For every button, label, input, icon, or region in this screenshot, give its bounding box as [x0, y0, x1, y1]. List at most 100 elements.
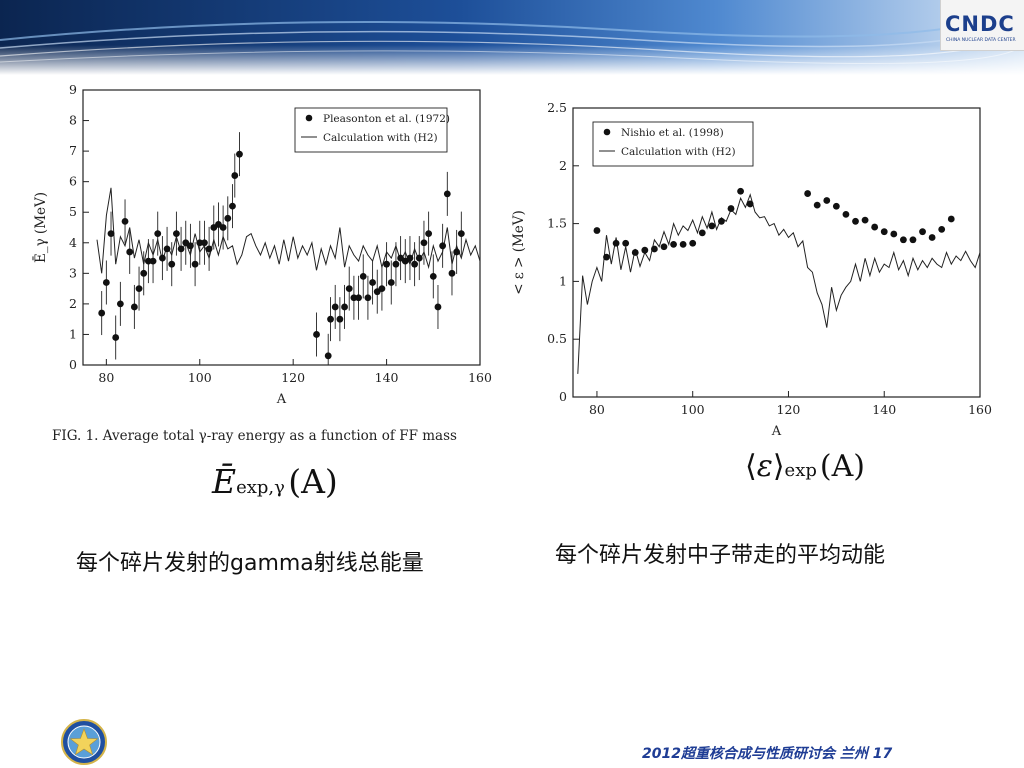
data-point	[727, 205, 735, 212]
data-point	[842, 210, 850, 218]
data-point	[813, 201, 821, 209]
calculation-line	[577, 193, 981, 374]
data-point	[168, 260, 176, 268]
data-point	[159, 254, 166, 262]
y-tick-label: 8	[69, 113, 77, 128]
data-point	[224, 214, 232, 222]
legend-marker	[305, 114, 313, 122]
y-tick-label: 2.5	[547, 100, 567, 115]
data-point	[689, 239, 697, 247]
data-point	[98, 309, 106, 317]
x-tick-label: 160	[968, 402, 992, 417]
formula-arg: (A)	[819, 449, 865, 484]
x-tick-label: 80	[98, 370, 114, 385]
data-point	[140, 269, 148, 277]
data-point	[448, 269, 456, 277]
data-point	[593, 227, 601, 234]
data-point	[928, 234, 936, 241]
y-tick-label: 4	[69, 235, 77, 250]
data-point	[425, 230, 433, 238]
y-axis-label: < ε > (MeV)	[511, 210, 527, 295]
data-point	[135, 285, 143, 293]
formula-symbol: ε	[756, 449, 773, 484]
x-axis-label: A	[771, 424, 782, 439]
data-point	[173, 230, 180, 238]
y-tick-label: 2	[69, 296, 77, 311]
data-point	[439, 242, 447, 250]
gamma-energy-chart: 80 100 120 140 160 0 1 2 3 4 5 6 7 8 9 A Ē_γ (MeV) Pleaso…	[33, 82, 492, 407]
x-axis-label: A	[276, 392, 287, 407]
y-axis-label: Ē_γ (MeV)	[33, 192, 49, 263]
data-point	[708, 222, 716, 230]
x-tick-label: 100	[681, 402, 705, 417]
data-point	[121, 217, 129, 225]
data-point	[434, 303, 442, 311]
data-point	[191, 260, 199, 268]
data-point	[163, 245, 171, 253]
data-point	[126, 248, 134, 256]
data-point	[130, 303, 138, 311]
data-point	[919, 228, 926, 236]
data-point	[698, 229, 706, 237]
data-point	[679, 241, 687, 248]
data-point	[457, 230, 465, 238]
formula-main: Ē	[212, 462, 237, 501]
data-point	[383, 260, 390, 268]
data-point	[336, 315, 344, 323]
data-point	[415, 254, 423, 262]
data-point	[359, 272, 367, 280]
data-point	[331, 303, 339, 311]
data-point	[387, 279, 395, 286]
data-point	[345, 285, 353, 293]
data-point	[392, 260, 400, 268]
data-point	[107, 230, 115, 238]
data-point	[149, 257, 157, 265]
y-tick-label: 5	[69, 204, 77, 219]
logo-subtext: CHINA NUCLEAR DATA CENTER	[946, 38, 1016, 43]
legend-box	[294, 107, 448, 153]
calculation-line	[96, 187, 481, 274]
y-tick-label: 0.5	[547, 331, 567, 346]
neutron-energy-label: 每个碎片发射中子带走的平均动能	[555, 543, 886, 568]
data-point	[196, 239, 204, 247]
data-point	[651, 245, 658, 253]
figure-caption: FIG. 1. Average total γ-ray energy as a …	[52, 428, 457, 444]
data-point	[116, 300, 124, 308]
y-tick-label: 1.5	[547, 216, 567, 231]
data-point	[603, 253, 610, 261]
gamma-energy-label: 每个碎片发射的gamma射线总能量	[76, 551, 424, 576]
y-tick-label: 2	[559, 158, 567, 173]
logo-text: CNDC	[945, 12, 1015, 36]
data-point	[102, 279, 110, 286]
formula-open-bracket: ⟨	[745, 449, 757, 484]
y-tick-label: 0	[559, 389, 567, 404]
data-point	[378, 285, 386, 293]
data-point	[406, 254, 414, 262]
data-point	[443, 190, 451, 198]
data-point	[201, 239, 208, 247]
footer-text: 2012超重核合成与性质研讨会 兰州 17	[642, 743, 892, 763]
legend-label: Calculation with (H2)	[323, 132, 438, 144]
data-point	[880, 228, 888, 236]
data-point	[364, 294, 372, 302]
data-point	[641, 246, 649, 254]
data-point	[229, 202, 236, 210]
data-point	[804, 190, 812, 197]
gamma-energy-formula: Ēexp,γ (A)	[212, 462, 338, 501]
formula-sub: exp	[784, 460, 817, 481]
y-tick-label: 1	[69, 326, 77, 341]
data-point	[660, 243, 668, 251]
data-point	[909, 236, 917, 244]
data-point	[420, 239, 428, 247]
y-tick-label: 9	[69, 82, 77, 97]
data-point	[369, 279, 376, 286]
y-tick-label: 0	[69, 357, 77, 372]
data-point	[852, 217, 859, 225]
data-point	[231, 172, 239, 179]
conference-emblem-icon	[61, 719, 107, 765]
data-point	[219, 224, 227, 231]
data-point	[429, 272, 437, 280]
data-point	[861, 216, 869, 224]
x-tick-label: 160	[468, 370, 492, 385]
data-point	[144, 257, 152, 265]
